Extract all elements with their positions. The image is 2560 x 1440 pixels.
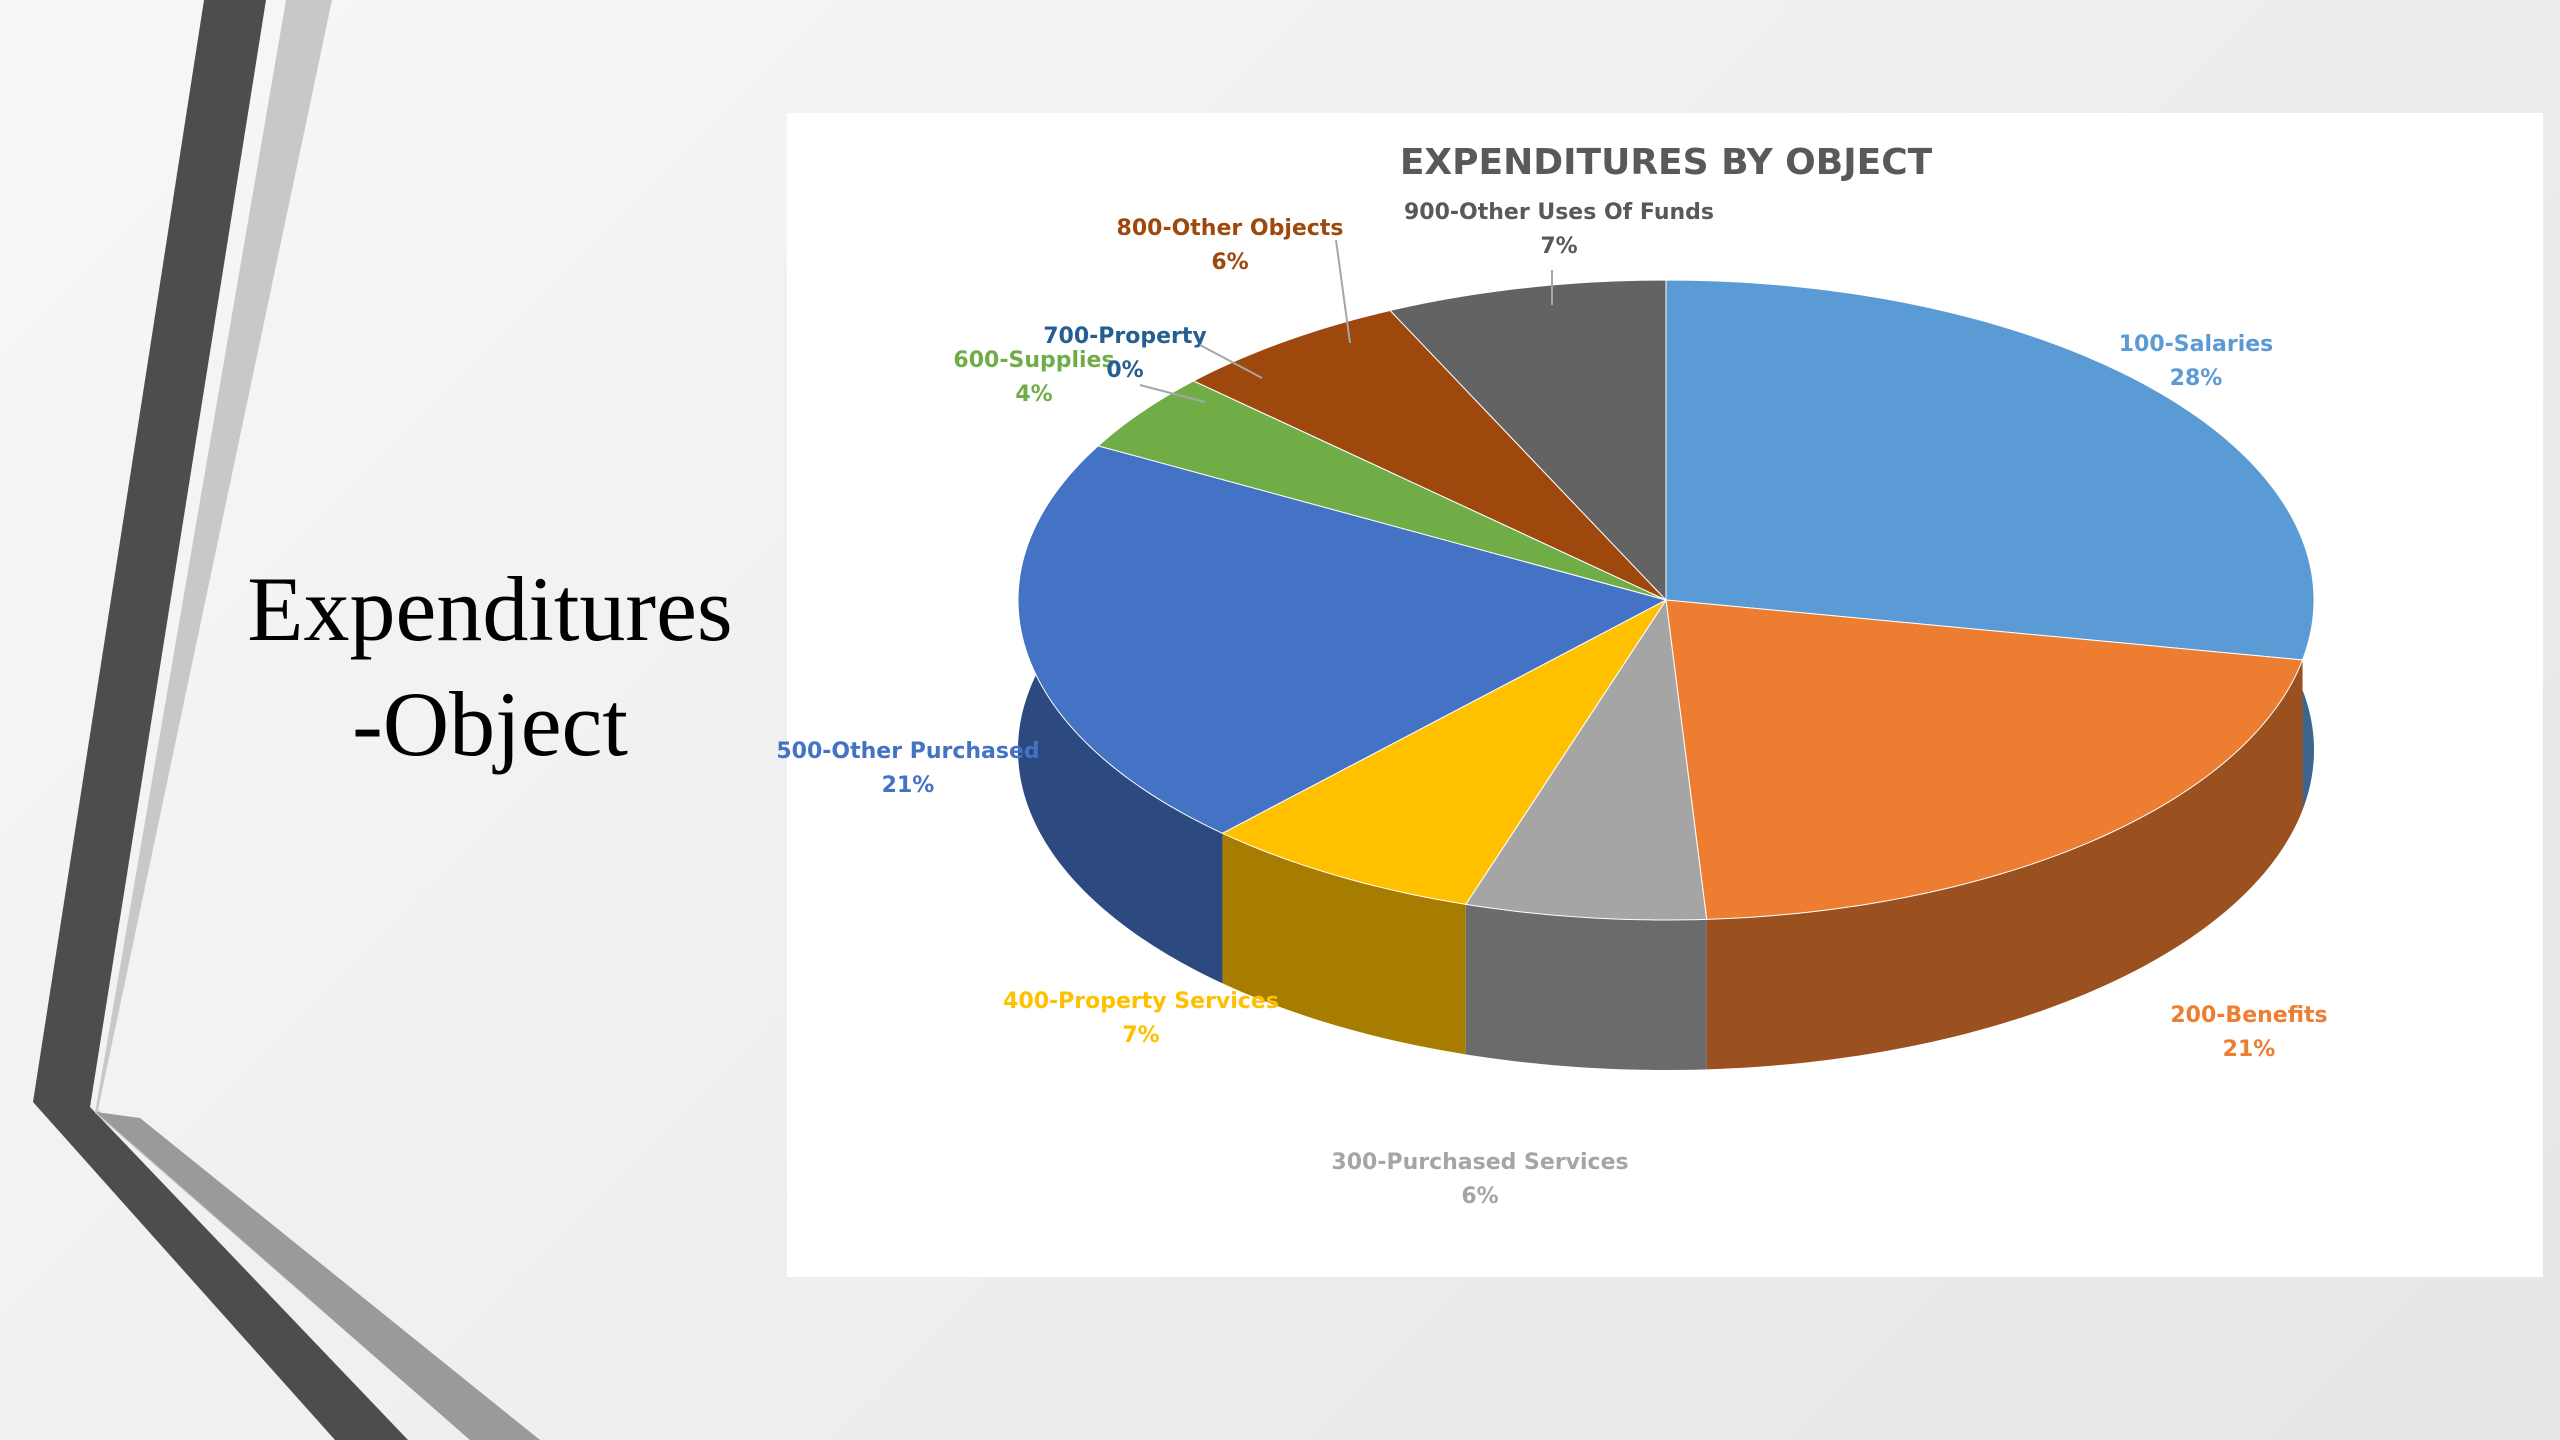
slide-title: -Object [352, 673, 628, 775]
slice [1464, 598, 1708, 921]
data-label: 0% [1106, 358, 1143, 383]
data-label: 900-Other Uses Of Funds [1404, 200, 1714, 225]
data-label: 600-Supplies [953, 348, 1114, 373]
data-label: 21% [2223, 1037, 2276, 1062]
slide-title: Expenditures [247, 558, 732, 660]
data-label: 500-Other Purchased [776, 739, 1039, 764]
chart-title: EXPENDITURES BY OBJECT [1400, 142, 1933, 183]
slice [1017, 445, 1668, 834]
slice [1389, 279, 1667, 602]
data-label: 6% [1211, 250, 1248, 275]
side-shade [1465, 904, 1707, 1070]
side-shade [1222, 833, 1466, 1055]
data-label: 100-Salaries [2119, 332, 2274, 357]
slice [1192, 309, 1667, 601]
data-label: 7% [1540, 234, 1577, 259]
slice-side [1465, 904, 1707, 1070]
side-shade [1706, 659, 2303, 1070]
slice [1097, 380, 1667, 601]
leader-line [1139, 384, 1206, 403]
data-label: 300-Purchased Services [1331, 1150, 1628, 1175]
data-label: 6% [1461, 1184, 1498, 1209]
data-label: 700-Property [1043, 324, 1207, 349]
data-label: 200-Benefits [2170, 1003, 2327, 1028]
data-label: 400-Property Services [1003, 989, 1279, 1014]
decor-band [33, 0, 408, 1440]
data-label: 7% [1122, 1023, 1159, 1048]
leader-line [1335, 239, 1351, 344]
slice [1665, 599, 2304, 920]
slice [1221, 599, 1667, 905]
leader-line [1199, 344, 1263, 379]
data-label: 21% [882, 773, 935, 798]
decor-band [96, 1112, 540, 1440]
slice [1665, 279, 2315, 661]
slice-side [1222, 833, 1466, 1055]
data-label: 28% [2170, 366, 2223, 391]
slice-side [1706, 659, 2303, 1070]
data-label: 800-Other Objects [1117, 216, 1344, 241]
data-label: 4% [1015, 382, 1052, 407]
